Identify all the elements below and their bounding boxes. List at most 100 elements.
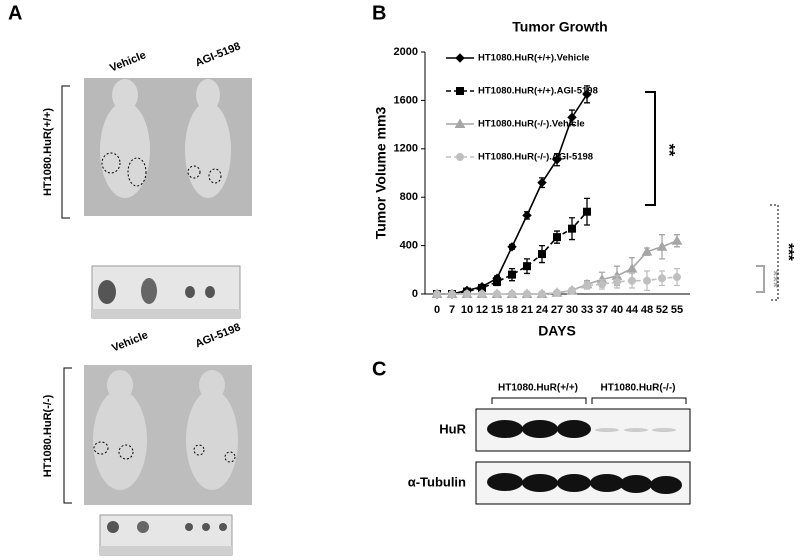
legend-label: HT1080.HuR(+/+).AGI-5198	[478, 86, 598, 97]
marker	[508, 290, 516, 298]
marker	[567, 112, 577, 123]
bracket	[61, 85, 70, 219]
y-axis-label: Tumor Volume mm3	[373, 107, 389, 240]
legend-entry: HT1080.HuR(+/+).Vehicle	[446, 53, 589, 64]
marker	[523, 262, 531, 271]
legend-label: HT1080.HuR(-/-).AGI-5198	[478, 152, 593, 163]
x-tick-label: 40	[611, 304, 623, 316]
significance: ***	[780, 243, 797, 261]
legend-entry: HT1080.HuR(-/-).AGI-5198	[446, 152, 593, 163]
panel-label: A	[8, 2, 22, 24]
marker	[656, 241, 668, 251]
x-tick-label: 12	[476, 304, 488, 316]
x-tick-label: 30	[566, 304, 578, 316]
significance: **	[660, 144, 677, 157]
x-tick-label: 10	[461, 304, 473, 316]
x-tick-label: 48	[641, 304, 653, 316]
treatment-label: AGI-5198	[194, 40, 243, 69]
row-label: α-Tubulin	[408, 474, 466, 489]
marker	[671, 235, 683, 245]
marker	[538, 290, 546, 298]
x-tick-label: 15	[491, 304, 503, 316]
bracket	[756, 265, 765, 293]
y-tick-label: 0	[412, 288, 418, 300]
marker	[628, 276, 636, 285]
x-tick-label: 21	[521, 304, 533, 316]
mouse-photo	[84, 365, 252, 505]
marker	[493, 277, 501, 286]
marker	[583, 207, 591, 216]
y-tick-label: 1200	[394, 143, 418, 155]
x-tick-label: 27	[551, 304, 563, 316]
legend-marker	[454, 118, 466, 128]
mouse-photo	[84, 78, 252, 216]
y-tick-label: 400	[400, 240, 418, 252]
legend-entry: HT1080.HuR(-/-).Vehicle	[446, 118, 585, 130]
y-tick-label: 800	[400, 191, 418, 203]
blot	[475, 408, 691, 505]
marker	[538, 250, 546, 259]
x-tick-label: 37	[596, 304, 608, 316]
marker	[643, 276, 651, 285]
row-label: HuR	[439, 421, 466, 436]
marker	[626, 263, 638, 273]
marker	[522, 210, 532, 221]
marker	[478, 290, 486, 298]
bracket	[491, 397, 687, 404]
bracket	[770, 204, 779, 301]
series-line	[437, 240, 678, 295]
y-tick-label: 2000	[394, 46, 418, 58]
marker	[613, 277, 621, 286]
marker	[582, 89, 592, 100]
marker	[537, 177, 547, 188]
x-tick-label: 24	[536, 304, 549, 316]
x-tick-label: 7	[449, 304, 455, 316]
treatment-label: Vehicle	[110, 329, 150, 354]
x-tick-label: 55	[671, 304, 683, 316]
legend-marker	[456, 153, 464, 161]
group-label: HT1080.HuR(+/+)	[498, 383, 578, 394]
marker	[448, 290, 456, 298]
tumor-photo	[99, 514, 233, 556]
marker	[641, 246, 653, 256]
group-label: HT1080.HuR(-/-)	[600, 383, 675, 394]
bracket	[645, 91, 656, 206]
marker	[552, 154, 562, 165]
x-tick-label: 44	[626, 304, 639, 316]
treatment-label: Vehicle	[108, 49, 148, 74]
tumor-photo	[91, 265, 241, 319]
y-tick-label: 1600	[394, 94, 418, 106]
bracket	[63, 367, 72, 504]
marker	[583, 281, 591, 290]
group-label: HT1080.HuR(-/-)	[42, 394, 54, 477]
marker	[553, 233, 561, 242]
treatment-label: AGI-5198	[194, 321, 243, 350]
marker	[493, 290, 501, 298]
panel-label: C	[372, 358, 386, 380]
legend-marker	[456, 87, 464, 95]
legend-entry: HT1080.HuR(+/+).AGI-5198	[446, 86, 598, 97]
significance: ***	[765, 270, 782, 288]
marker	[507, 242, 517, 252]
series-line	[437, 211, 588, 295]
marker	[568, 286, 576, 295]
group-label: HT1080.HuR(+/+)	[42, 108, 54, 196]
panel-label: B	[372, 2, 386, 24]
marker	[523, 290, 531, 298]
x-axis-label: DAYS	[538, 323, 576, 339]
legend-marker	[455, 53, 465, 63]
legend-label: HT1080.HuR(-/-).Vehicle	[478, 119, 585, 130]
marker	[553, 288, 561, 297]
marker	[508, 270, 516, 279]
marker	[598, 280, 606, 289]
marker	[658, 274, 666, 283]
marker	[673, 273, 681, 282]
chart-title: Tumor Growth	[512, 19, 607, 35]
marker	[433, 290, 441, 298]
marker	[463, 290, 471, 298]
x-tick-label: 33	[581, 304, 593, 316]
marker	[568, 224, 576, 233]
x-tick-label: 0	[434, 304, 440, 316]
